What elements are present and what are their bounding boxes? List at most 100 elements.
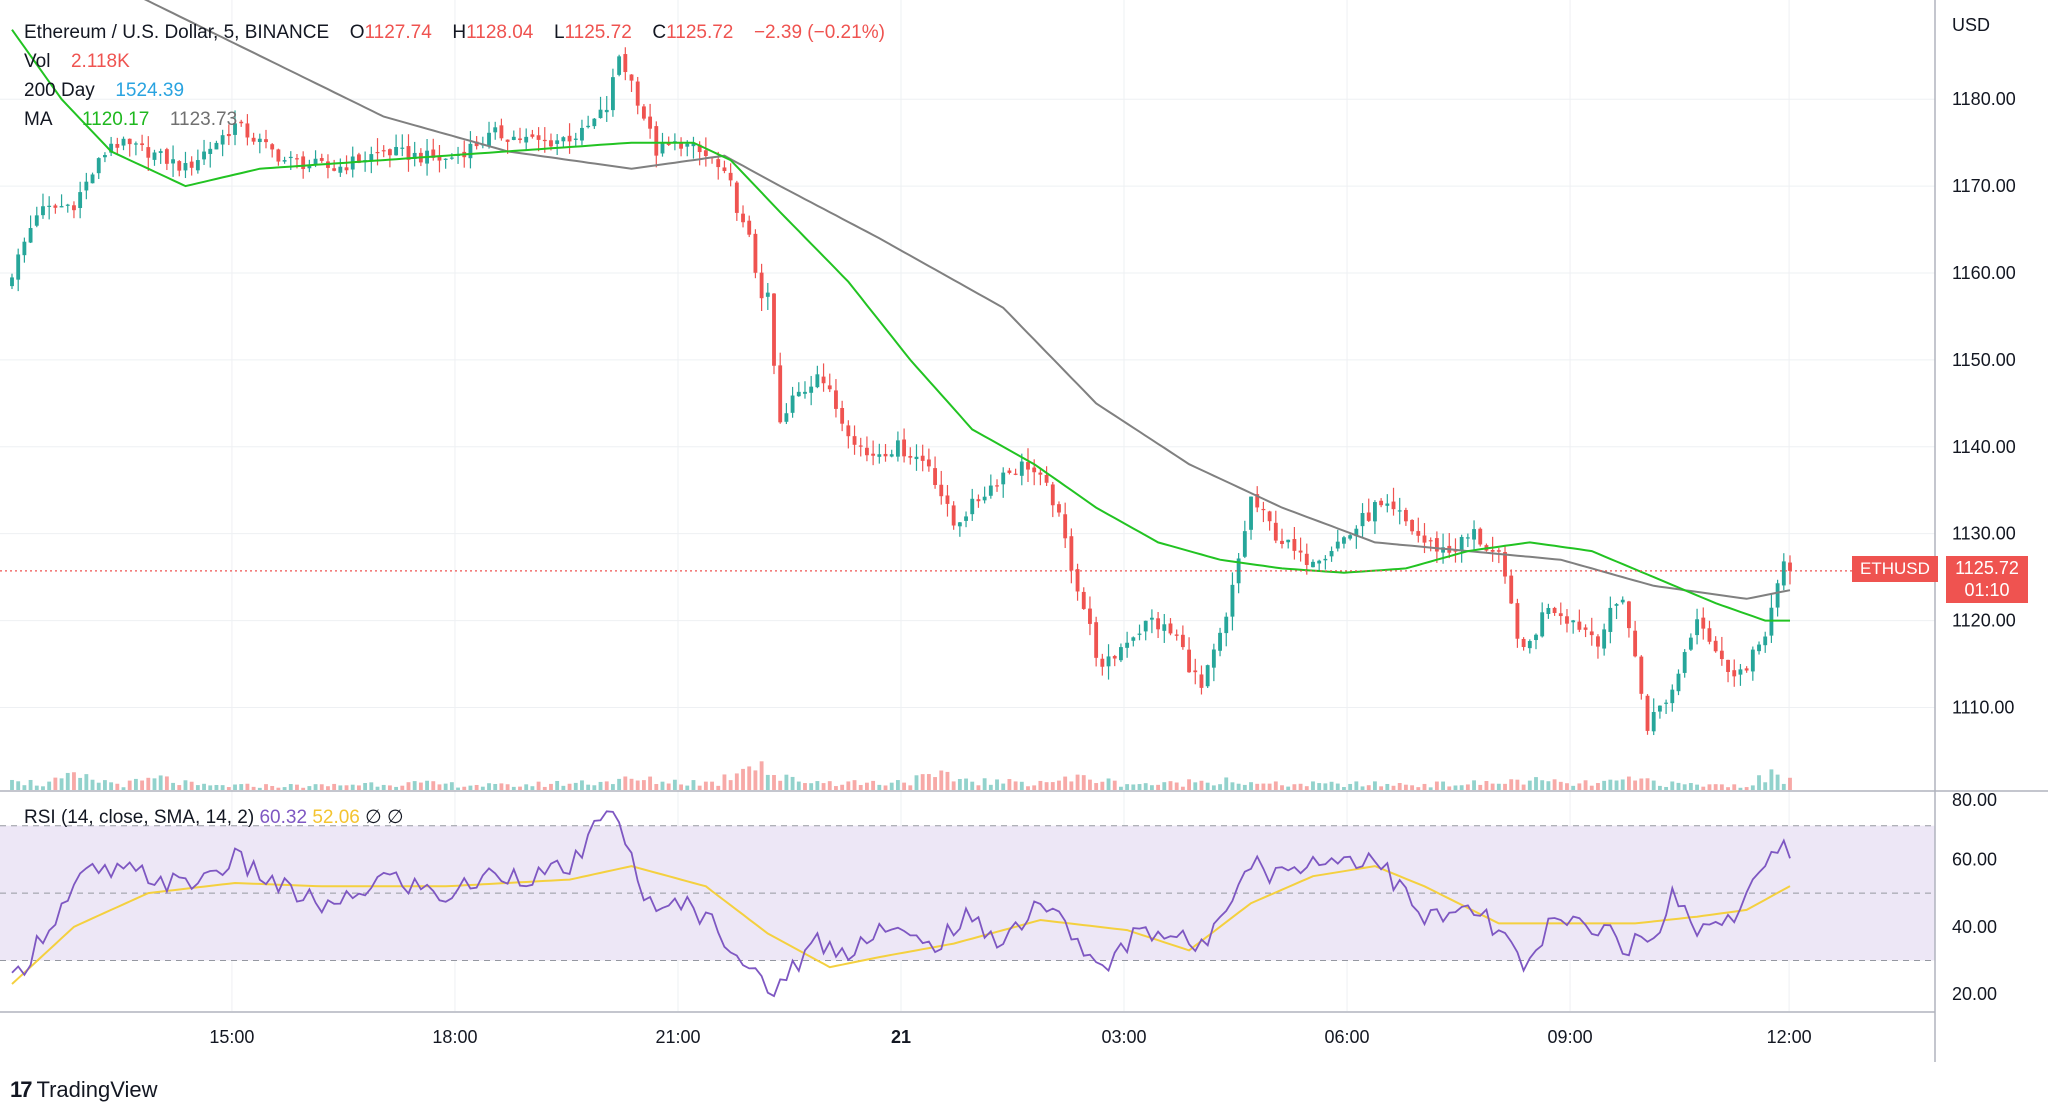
volume-bar xyxy=(895,780,900,790)
volume-bar xyxy=(536,781,541,790)
change-value: −2.39 (−0.21%) xyxy=(753,22,885,43)
volume-bar xyxy=(1775,774,1780,790)
tradingview-logo[interactable]: 17 TradingView xyxy=(10,1077,158,1103)
candle-body xyxy=(127,138,132,145)
time-tick-label: 18:00 xyxy=(432,1027,477,1047)
last-price-value: 1125.72 xyxy=(1955,558,2019,578)
candle-body xyxy=(635,81,640,106)
candle-body xyxy=(1180,634,1185,648)
volume-bar xyxy=(1329,781,1334,790)
volume-bar xyxy=(765,774,770,790)
volume-bar xyxy=(1385,783,1390,790)
candle-body xyxy=(133,143,138,145)
volume-bar xyxy=(493,783,498,790)
volume-bar xyxy=(1620,779,1625,790)
open-label: O xyxy=(349,22,365,43)
volume-bar xyxy=(877,784,882,790)
volume-bar xyxy=(1496,783,1501,790)
candle-body xyxy=(1695,619,1699,636)
candle-body xyxy=(691,143,696,147)
volume-bar xyxy=(251,786,256,790)
candle-body xyxy=(834,390,838,409)
candle-body xyxy=(530,134,535,137)
volume-bar xyxy=(369,782,374,790)
candle-body xyxy=(1534,634,1538,641)
volume-bar xyxy=(840,784,845,790)
volume-bar xyxy=(889,782,894,790)
candle-body xyxy=(697,144,702,153)
low-value: 1125.72 xyxy=(564,22,632,43)
volume-bar xyxy=(1143,783,1148,790)
volume-bar xyxy=(555,780,560,790)
volume-value: 2.118K xyxy=(70,51,130,72)
candle-body xyxy=(871,453,876,456)
volume-bar xyxy=(883,785,888,790)
candle-body xyxy=(1335,541,1340,549)
price-tick-label: 1150.00 xyxy=(1952,350,2016,370)
volume-bar xyxy=(1416,787,1421,790)
volume-bar xyxy=(691,780,696,790)
candle-body xyxy=(592,118,597,127)
volume-bar xyxy=(654,784,659,790)
candle-body xyxy=(369,154,374,162)
volume-bar xyxy=(171,782,175,790)
candle-body xyxy=(1434,538,1439,552)
candle-body xyxy=(47,205,52,207)
axes[interactable]: USD xyxy=(0,0,2048,1062)
candle-body xyxy=(115,143,120,148)
volume-bar xyxy=(1682,784,1687,790)
volume-bar xyxy=(1081,775,1086,790)
volume-bar xyxy=(957,779,962,790)
volume-bar xyxy=(834,786,838,790)
volume-label: Vol xyxy=(24,51,51,72)
volume-bar xyxy=(747,766,752,790)
candle-body xyxy=(1391,501,1396,510)
candle-body xyxy=(319,158,324,161)
candle-body xyxy=(580,127,584,141)
volume-bar xyxy=(195,785,200,790)
candle-body xyxy=(567,135,572,142)
price-tick-label: 1180.00 xyxy=(1952,89,2016,109)
rsi-line xyxy=(11,810,1791,998)
volume-bar xyxy=(264,784,268,790)
volume-bar xyxy=(1112,780,1117,790)
candle-body xyxy=(883,453,888,457)
candle-body xyxy=(1596,636,1600,647)
rsi-legend[interactable]: RSI (14, close, SMA, 14, 2) 60.32 52.06 … xyxy=(24,806,404,829)
volume-bar xyxy=(778,780,783,790)
legend-volume-row[interactable]: Vol 2.118K xyxy=(24,47,885,76)
candle-body xyxy=(939,484,944,497)
candle-body xyxy=(1552,607,1557,614)
volume-bar xyxy=(115,783,120,790)
volume-bar xyxy=(1707,784,1712,790)
candle-body xyxy=(1670,689,1675,704)
legend-ma200-row[interactable]: 200 Day 1524.39 xyxy=(24,76,885,105)
candle-body xyxy=(307,165,312,169)
candle-body xyxy=(1063,514,1068,539)
volume-bar xyxy=(976,785,981,790)
volume-bar xyxy=(1769,769,1774,790)
symbol-title[interactable]: Ethereum / U.S. Dollar, 5, BINANCE xyxy=(24,22,330,43)
volume-bar xyxy=(945,771,950,790)
volume-bar xyxy=(202,783,206,790)
volume-bar xyxy=(728,780,733,790)
candle-body xyxy=(846,425,851,437)
price-tick-label: 1130.00 xyxy=(1952,524,2016,544)
volume-bar xyxy=(1781,783,1786,790)
volume-bar xyxy=(846,781,851,790)
legend-ma-row[interactable]: MA 1120.17 1123.73 xyxy=(24,105,885,134)
close-value: 1125.72 xyxy=(666,22,734,43)
volume-bar xyxy=(1583,780,1588,790)
candle-body xyxy=(1112,655,1117,659)
volume-bar xyxy=(1100,781,1105,790)
candle-body xyxy=(208,148,213,154)
candle-body xyxy=(1230,584,1235,617)
candle-body xyxy=(1329,550,1334,557)
candle-body xyxy=(1162,624,1167,631)
volume-bar xyxy=(456,787,460,790)
volume-bar xyxy=(908,785,913,790)
candle-body xyxy=(1273,522,1278,541)
candles[interactable] xyxy=(10,47,1792,736)
volume-bar xyxy=(1187,779,1191,790)
